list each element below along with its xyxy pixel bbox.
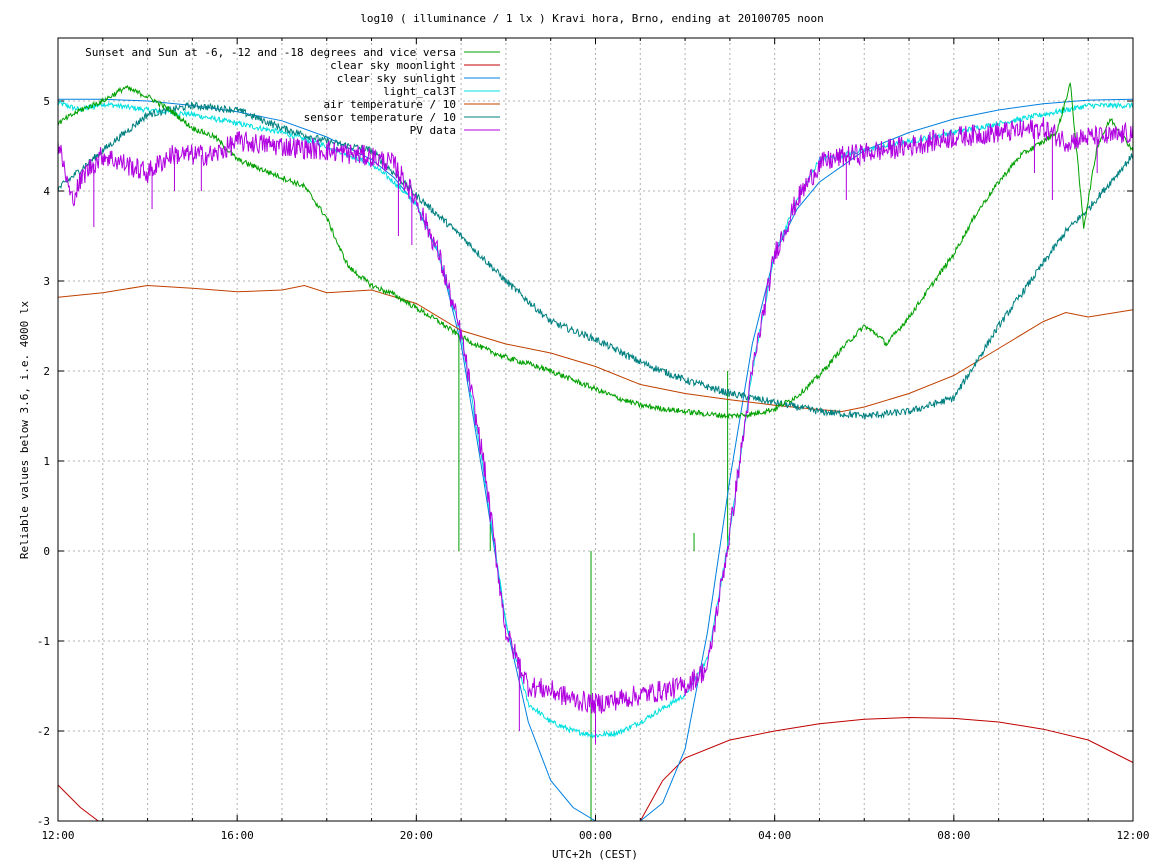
y-tick-label: -2 [37,725,50,738]
legend-label: clear sky sunlight [337,72,456,85]
legend-label: sensor temperature / 10 [304,111,456,124]
series-clear-sky-moonlight [57,784,112,822]
y-tick-label: 4 [43,185,50,198]
plot-frame [57,37,1134,822]
legend-label: PV data [410,124,456,137]
y-axis-label: Reliable values below 3.6, i.e. 4000 lx [18,300,31,559]
series-sensor-temperature-10 [57,101,1134,420]
y-tick-label: 1 [43,455,50,468]
y-tick-label: -3 [37,815,50,828]
legend: Sunset and Sun at -6, -12 and -18 degree… [85,46,500,137]
y-tick-label: 5 [43,95,50,108]
x-tick-label: 12:00 [1116,829,1149,842]
legend-label: light_cal3T [383,85,456,98]
y-tick-label: 3 [43,275,50,288]
grid [58,38,1133,821]
x-tick-label: 20:00 [400,829,433,842]
series-clear-sky-moonlight [639,716,1134,822]
x-axis-label: UTC+2h (CEST) [552,848,638,861]
legend-label: Sunset and Sun at -6, -12 and -18 degree… [85,46,456,59]
x-tick-label: 08:00 [937,829,970,842]
x-tick-label: 16:00 [221,829,254,842]
series-pv-data [57,117,1134,714]
y-tick-label: 0 [43,545,50,558]
y-tick-label: -1 [37,635,50,648]
legend-label: clear sky moonlight [330,59,456,72]
x-tick-label: 12:00 [41,829,74,842]
legend-label: air temperature / 10 [324,98,456,111]
chart-title: log10 ( illuminance / 1 lx ) Kravi hora,… [360,12,824,25]
x-tick-label: 00:00 [579,829,612,842]
ticks: -3 -2 -1 0 1 2 3 4 5 12:00 16:00 20:00 00:00 04:00 08:… [37,38,1150,842]
y-tick-label: 2 [43,365,50,378]
series-sunset-and-sun-at-6-12-and-18-degrees-and-vice-versa [57,82,1134,420]
x-tick-label: 04:00 [758,829,791,842]
